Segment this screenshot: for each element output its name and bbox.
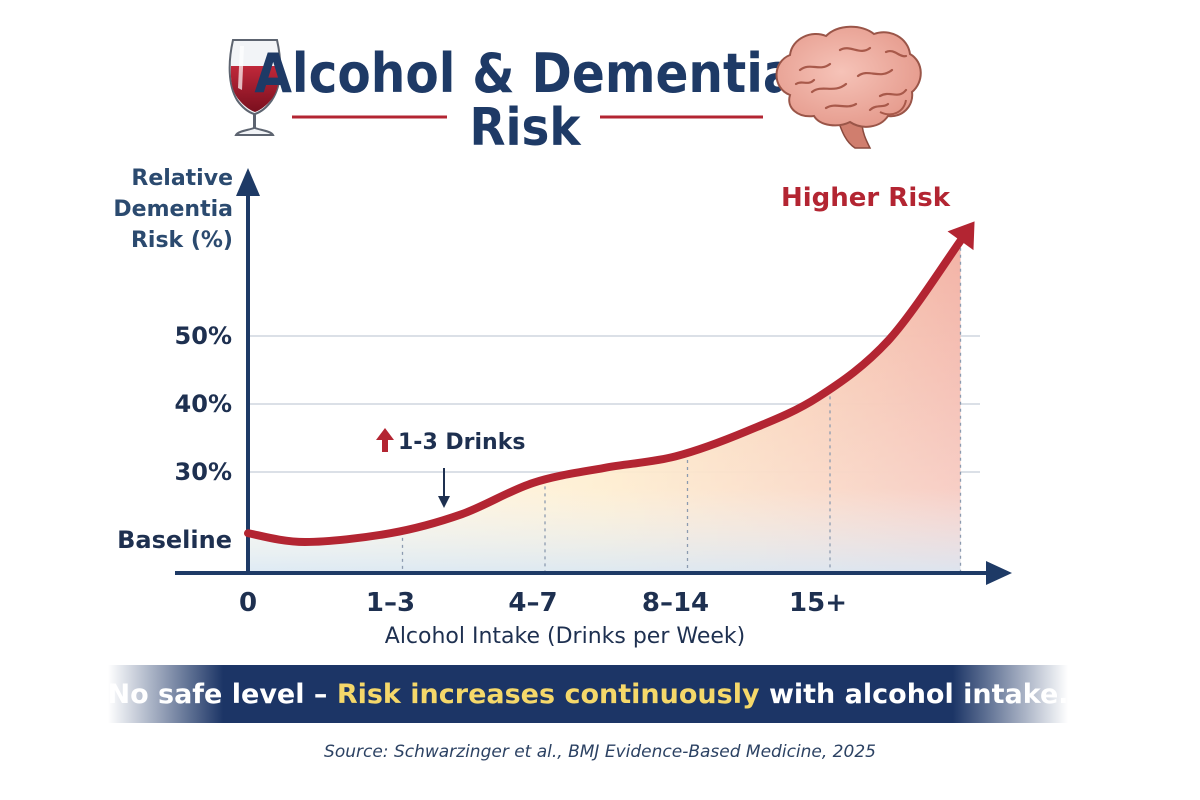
x-tick-label: 1–3 bbox=[366, 588, 415, 618]
x-tick-label: 0 bbox=[239, 588, 257, 618]
y-axis-title-line-2: Dementia bbox=[113, 197, 233, 222]
y-axis-title-line-1: Relative bbox=[131, 166, 233, 191]
x-guides bbox=[401, 240, 962, 571]
x-tick-label: 4–7 bbox=[508, 588, 557, 618]
banner-text-start: No safe level – bbox=[107, 678, 337, 710]
risk-curve-arrowhead bbox=[947, 221, 975, 251]
wine-glass-icon bbox=[228, 39, 282, 136]
y-axis-title-line-3: Risk (%) bbox=[131, 228, 233, 253]
higher-risk-label: Higher Risk bbox=[781, 183, 951, 213]
x-tick-label: 15+ bbox=[789, 588, 847, 618]
conclusion-banner: No safe level – Risk increases continuou… bbox=[107, 665, 1069, 723]
banner-highlight: Risk increases continuously bbox=[336, 678, 760, 710]
banner-text-end: with alcohol intake. bbox=[759, 678, 1069, 710]
area-fill-layer bbox=[248, 240, 961, 572]
title-line-2: Risk bbox=[469, 98, 582, 158]
y-ticks: Baseline 30% 40% 50% bbox=[117, 322, 232, 554]
x-axis-arrow bbox=[986, 561, 1012, 585]
callout-1-3-drinks: 1-3 Drinks bbox=[376, 428, 525, 508]
y-tick-label: 30% bbox=[175, 458, 232, 486]
callout-pointer-head bbox=[438, 496, 450, 508]
y-axis-arrow bbox=[236, 168, 260, 196]
up-arrow-icon bbox=[376, 428, 394, 452]
axes bbox=[175, 168, 1012, 585]
risk-curve bbox=[244, 236, 965, 547]
y-axis-title: Relative Dementia Risk (%) bbox=[113, 166, 233, 253]
risk-area-fade bbox=[248, 240, 961, 572]
x-ticks: 0 1–3 4–7 8–14 15+ bbox=[239, 588, 847, 618]
y-tick-label: Baseline bbox=[117, 526, 232, 554]
y-tick-label: 40% bbox=[175, 390, 232, 418]
x-tick-label: 8–14 bbox=[642, 588, 709, 618]
x-axis-title: Alcohol Intake (Drinks per Week) bbox=[385, 624, 745, 649]
brain-icon bbox=[775, 25, 922, 149]
header: Alcohol & Dementia Risk bbox=[228, 25, 922, 158]
callout-label: 1-3 Drinks bbox=[398, 430, 525, 455]
y-tick-label: 50% bbox=[175, 322, 232, 350]
risk-curve-layer bbox=[244, 221, 975, 547]
source-citation: Source: Schwarzinger et al., BMJ Evidenc… bbox=[324, 742, 876, 762]
title-line-1: Alcohol & Dementia bbox=[254, 42, 795, 105]
